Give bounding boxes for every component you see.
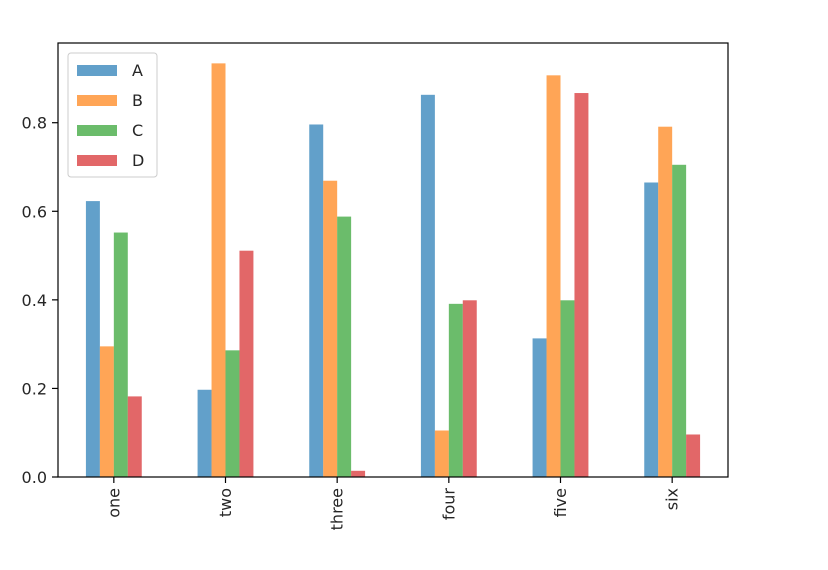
- x-tick-label: one: [104, 488, 123, 518]
- x-tick-label: three: [328, 488, 347, 530]
- legend-swatch-A: [77, 65, 117, 76]
- bar-C-five: [560, 300, 575, 477]
- y-axis: 0.0 0.2 0.4 0.6 0.8: [22, 114, 58, 487]
- y-tick-label: 0.6: [22, 202, 47, 221]
- legend-swatch-C: [77, 125, 117, 136]
- bar-B-two: [211, 63, 226, 478]
- plot-frame: [57, 42, 729, 478]
- bar-D-two: [239, 250, 254, 477]
- legend-swatch-D: [77, 155, 117, 166]
- bar-B-six: [658, 126, 673, 477]
- bar-A-four: [420, 94, 435, 477]
- bar-A-two: [197, 389, 212, 477]
- x-tick-label: two: [216, 488, 235, 517]
- y-tick-label: 0.0: [22, 468, 47, 487]
- plot-background: [58, 43, 728, 477]
- bar-B-five: [546, 75, 561, 477]
- bar-B-four: [434, 430, 449, 477]
- legend-swatch-B: [77, 95, 117, 106]
- legend-label-C: C: [132, 121, 143, 140]
- bar-A-one: [85, 201, 100, 477]
- bar-D-five: [574, 93, 589, 477]
- bar-C-one: [113, 232, 128, 477]
- y-tick-label: 0.8: [22, 114, 47, 133]
- x-tick-label: four: [439, 488, 458, 521]
- bar-A-three: [309, 124, 324, 478]
- x-axis: one two three four five six: [104, 477, 682, 530]
- bar-D-one: [127, 396, 142, 477]
- legend-label-B: B: [132, 91, 143, 110]
- legend-frame: [67, 52, 158, 178]
- bar-B-three: [323, 180, 338, 478]
- x-tick-label: five: [551, 488, 570, 517]
- legend-label-A: A: [132, 61, 143, 80]
- y-tick-label: 0.4: [22, 291, 47, 310]
- bar-C-six: [672, 164, 687, 478]
- bars-layer: [85, 63, 701, 478]
- bar-D-three: [351, 470, 366, 477]
- bar-A-six: [644, 182, 659, 477]
- bar-A-five: [532, 338, 547, 477]
- y-tick-label: 0.2: [22, 379, 47, 398]
- bar-B-one: [99, 346, 114, 477]
- bar-C-four: [448, 303, 463, 477]
- bar-C-three: [337, 216, 352, 477]
- x-tick-label: six: [663, 488, 682, 510]
- legend-label-D: D: [132, 151, 144, 170]
- bar-C-two: [225, 350, 240, 477]
- bar-D-four: [462, 300, 477, 477]
- bar-D-six: [686, 434, 701, 477]
